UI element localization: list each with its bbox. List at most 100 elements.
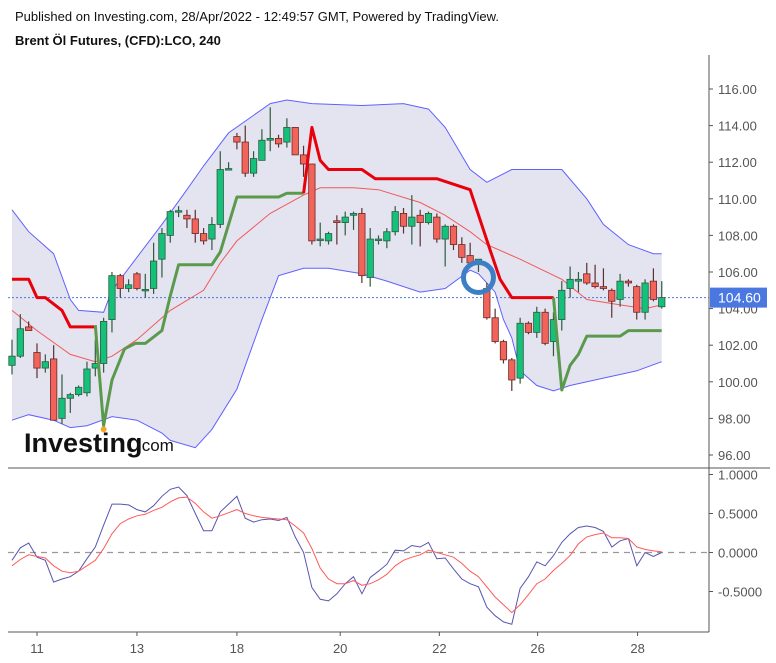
trend-line-up xyxy=(93,191,304,428)
candle-body-up xyxy=(366,238,374,278)
price-tick-label: 114.00 xyxy=(718,119,757,134)
candle-body-up xyxy=(125,284,133,289)
candle xyxy=(391,206,399,236)
candle-body-down xyxy=(433,216,441,240)
candle-body-down xyxy=(191,218,199,234)
candle-body-up xyxy=(75,386,83,396)
oscillator-pane xyxy=(8,486,709,625)
candle xyxy=(399,207,408,234)
candle-body-down xyxy=(183,214,191,220)
candle-body-down xyxy=(608,289,616,302)
trend-line-down xyxy=(12,277,96,329)
candle xyxy=(458,237,466,263)
candle xyxy=(433,213,441,243)
trend-line-up xyxy=(552,297,662,392)
candle xyxy=(308,163,316,245)
candle xyxy=(66,392,74,413)
candle xyxy=(141,273,149,298)
candle xyxy=(591,264,599,289)
chart-title: Brent Öl Futures, (CFD):LCO, 240 xyxy=(15,33,221,48)
candle-body-down xyxy=(116,275,124,289)
last-price-label: 104.60 xyxy=(718,290,761,306)
candle-body-down xyxy=(199,233,208,242)
candle-body-up xyxy=(374,238,383,241)
candle xyxy=(150,242,158,294)
candle-body-down xyxy=(508,359,516,381)
candle xyxy=(58,374,66,424)
candle xyxy=(608,288,616,318)
candle-body-up xyxy=(441,225,449,240)
candle-body-up xyxy=(574,278,583,282)
candle xyxy=(291,127,299,156)
candle xyxy=(633,284,641,320)
candle-body-up xyxy=(100,321,108,364)
candle xyxy=(624,279,633,287)
candle xyxy=(508,358,516,391)
candle xyxy=(533,306,541,338)
candle-body-up xyxy=(391,211,399,233)
candle xyxy=(133,272,141,291)
candle xyxy=(424,211,433,225)
candle xyxy=(516,317,524,384)
candle xyxy=(383,228,391,249)
candle xyxy=(658,281,666,309)
candle-body-down xyxy=(233,136,241,143)
oscillator-tick-label: 0.5000 xyxy=(718,507,758,522)
candle xyxy=(100,317,108,373)
price-pane xyxy=(8,99,709,449)
candle-body-down xyxy=(499,341,508,361)
candle xyxy=(333,215,341,245)
last-price-badge xyxy=(710,287,767,308)
candle-body-up xyxy=(641,282,649,313)
candle xyxy=(641,279,649,320)
candle xyxy=(25,321,33,331)
candle-body-up xyxy=(66,394,74,399)
candle-body-up xyxy=(341,216,349,223)
candle xyxy=(125,279,133,293)
candle-body-down xyxy=(416,214,424,223)
candle xyxy=(166,209,174,243)
candle xyxy=(8,339,16,375)
candle-body-down xyxy=(599,286,608,289)
candle-body-up xyxy=(224,168,233,171)
candle-body-down xyxy=(583,273,591,284)
candle xyxy=(208,217,216,251)
time-tick-label: 26 xyxy=(530,641,544,656)
candle-body-down xyxy=(649,280,658,300)
candle xyxy=(341,211,349,236)
candle-body-up xyxy=(41,361,49,369)
candle-body-down xyxy=(308,163,316,242)
candle-body-up xyxy=(108,275,116,320)
candle-body-down xyxy=(299,154,308,165)
candle-body-up xyxy=(150,260,158,289)
bollinger-band-fill xyxy=(12,100,662,448)
candle xyxy=(649,268,658,302)
candle xyxy=(366,228,374,287)
candle xyxy=(233,132,241,150)
candle-body-down xyxy=(241,141,249,174)
candle xyxy=(358,207,366,283)
candle xyxy=(541,308,549,346)
candle xyxy=(258,129,266,161)
candle xyxy=(199,228,208,245)
candle xyxy=(408,195,416,245)
candle xyxy=(41,354,49,373)
oscillator-tick-label: -0.5000 xyxy=(718,585,762,600)
candle xyxy=(558,281,566,331)
price-tick-label: 98.00 xyxy=(718,411,751,426)
investing-logo: Investing .com xyxy=(24,428,174,458)
candle-body-up xyxy=(283,127,291,143)
price-tick-label: 112.00 xyxy=(718,155,757,170)
candle xyxy=(274,134,283,148)
candle xyxy=(349,211,358,230)
candle-body-down xyxy=(333,220,341,223)
price-tick-label: 96.00 xyxy=(718,448,751,463)
candle-body-up xyxy=(208,224,216,240)
candle-body-down xyxy=(591,282,599,288)
candle-body-up xyxy=(316,238,324,241)
candle xyxy=(599,268,608,291)
bollinger-lower-line xyxy=(11,267,662,449)
candle-body-down xyxy=(25,326,33,331)
candle xyxy=(583,262,591,285)
